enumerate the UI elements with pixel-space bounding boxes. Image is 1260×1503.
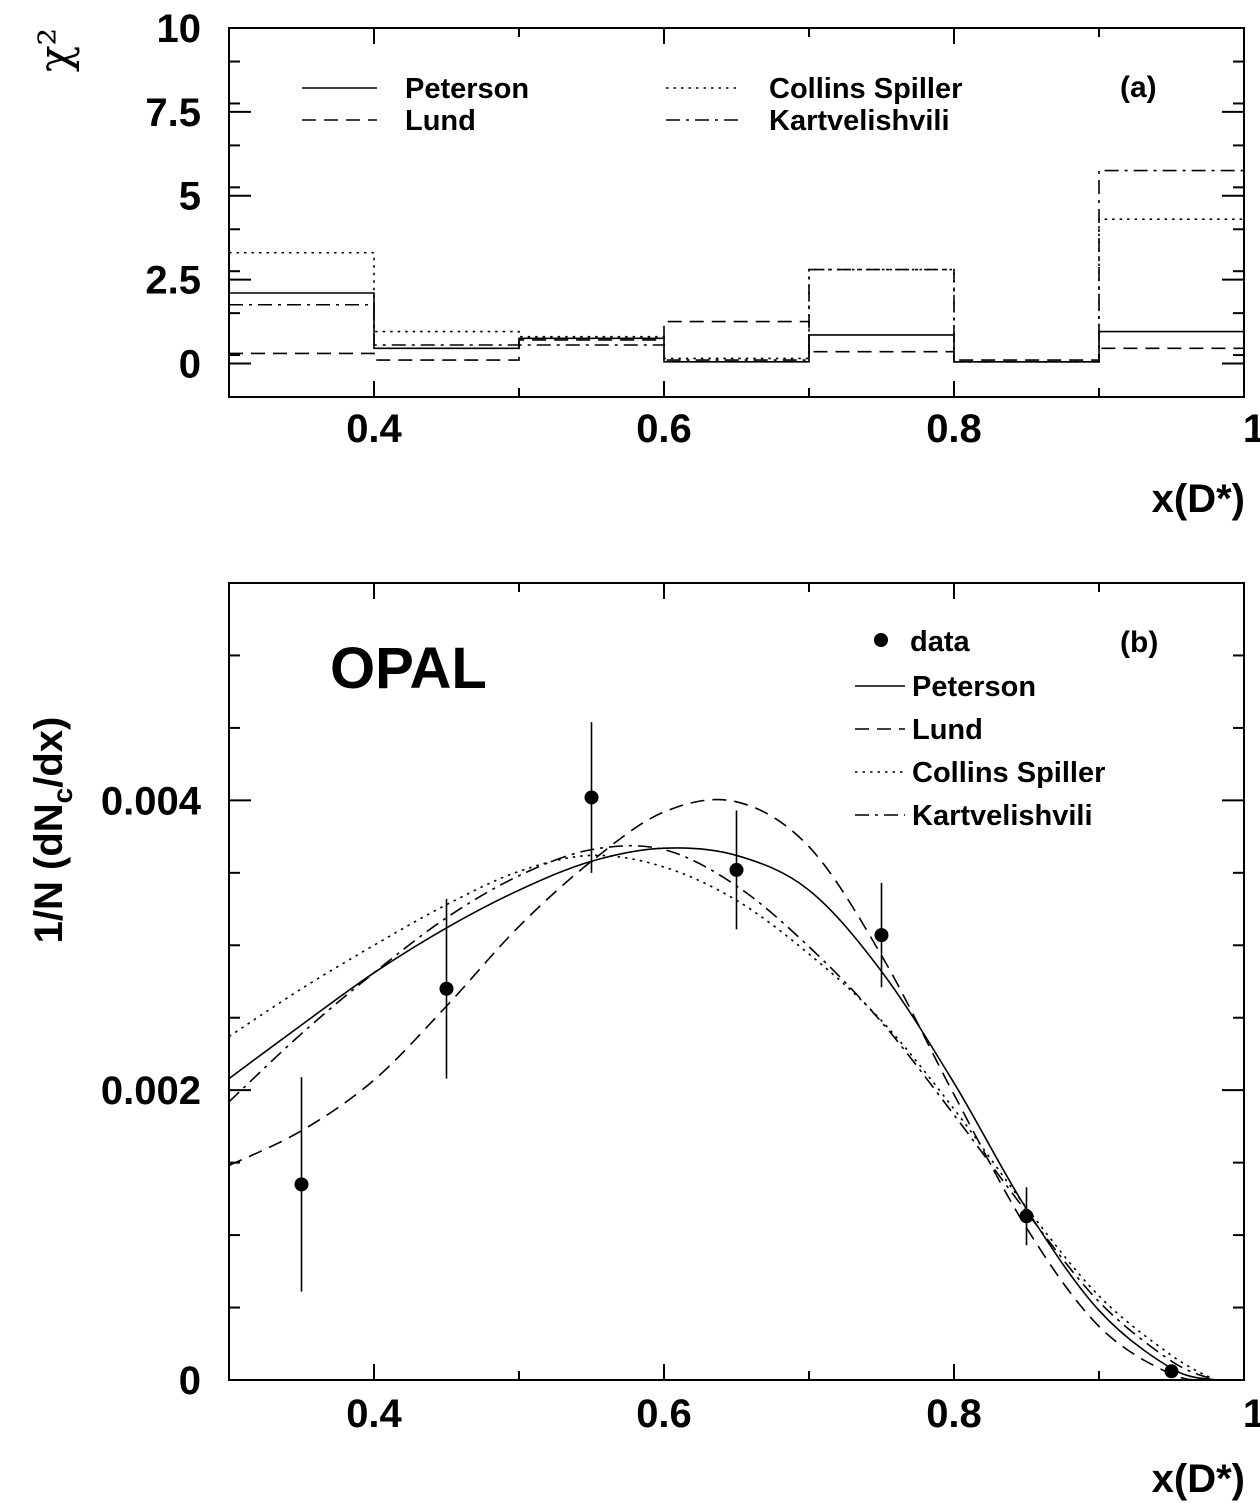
legend-a-label-collins-spiller: Collins Spiller — [769, 73, 962, 105]
panel-a-y-tick-label: 2.5 — [145, 259, 201, 303]
data-point — [1164, 1364, 1179, 1379]
data-point — [584, 790, 599, 805]
chi2-step-kartvelishvili — [229, 169, 1244, 363]
panel-a-y-tick-label: 0 — [179, 342, 201, 386]
y-title-tail: /dx) — [27, 717, 71, 788]
panel-a-x-tick-label: 0.6 — [636, 407, 692, 451]
panel-b-y-ticks: 0 0.002 0.004 — [101, 582, 1244, 1403]
chi2-step-peterson — [229, 292, 1244, 363]
panel-a-y-tick-label: 5 — [179, 175, 201, 219]
curve-kartvelishvili — [228, 844, 1216, 1381]
data-point — [874, 928, 889, 943]
fragmentation-panel: 0.4 0.6 0.8 1 0 0.002 0.004 data Peterson Lund C… — [27, 582, 1260, 1501]
y-title-subscript: c — [47, 788, 78, 804]
data-point — [439, 981, 454, 996]
panel-b-x-axis-title: x(D*) — [1152, 1457, 1245, 1501]
panel-b-legend: data Peterson Lund Collins Spiller Kartvelis… — [855, 626, 1105, 832]
legend-b-label-lund: Lund — [912, 714, 983, 746]
panel-a-y-axis-title-text: χ² — [30, 28, 81, 72]
panel-a-x-tick-label: 0.4 — [346, 407, 402, 451]
data-point — [1019, 1209, 1034, 1224]
panel-b-y-tick-label: 0 — [179, 1359, 201, 1403]
panel-a-y-tick-label: 10 — [157, 7, 202, 51]
panel-b-x-tick-label: 0.8 — [926, 1392, 982, 1436]
panel-b-model-curves — [228, 798, 1216, 1381]
panel-b-y-tick-label: 0.002 — [101, 1069, 201, 1113]
y-title-main: 1/N (dN — [27, 803, 71, 943]
legend-b-label-data: data — [910, 626, 971, 658]
panel-b-x-tick-label: 1 — [1243, 1392, 1260, 1436]
legend-b-label-kartvelishvili: Kartvelishvili — [912, 800, 1093, 832]
legend-b-label-peterson: Peterson — [912, 671, 1036, 703]
legend-a-label-peterson: Peterson — [405, 73, 529, 105]
chi2-step-lund — [229, 320, 1244, 361]
panel-a-x-tick-label: 1 — [1243, 407, 1260, 451]
panel-b-x-tick-label: 0.6 — [636, 1392, 692, 1436]
panel-a-frame — [228, 27, 1245, 398]
panel-a-y-ticks: 0 2.5 5 7.5 10 — [145, 7, 1244, 398]
panel-b-y-axis-title: 1/N (dNc/dx) — [27, 717, 78, 944]
panel-b-label: (b) — [1120, 626, 1158, 659]
panel-a-step-series — [229, 169, 1244, 363]
panel-b-frame — [228, 582, 1245, 1381]
legend-b-label-collins-spiller: Collins Spiller — [912, 757, 1105, 789]
panel-b-y-axis-title-text: 1/N (dNc/dx) — [27, 717, 78, 944]
legend-a-label-kartvelishvili: Kartvelishvili — [769, 105, 950, 137]
panel-a-y-tick-label: 7.5 — [145, 91, 201, 135]
legend-a-label-lund: Lund — [405, 105, 476, 137]
curve-peterson — [228, 847, 1216, 1381]
panel-a-x-ticks: 0.4 0.6 0.8 1 — [228, 28, 1260, 451]
panel-b-x-ticks: 0.4 0.6 0.8 1 — [228, 583, 1260, 1436]
legend-b-swatch-data — [874, 633, 888, 647]
panel-a-x-axis-title: x(D*) — [1152, 477, 1245, 521]
panel-a-y-axis-title: χ² — [30, 28, 81, 72]
opal-annotation: OPAL — [330, 636, 487, 701]
curve-lund — [228, 798, 1216, 1381]
curve-collins-spiller — [228, 854, 1216, 1381]
data-point — [729, 862, 744, 877]
panel-a-label: (a) — [1120, 71, 1157, 104]
panel-b-data-points — [294, 722, 1179, 1379]
panel-b-x-tick-label: 0.4 — [346, 1392, 402, 1436]
data-point — [294, 1177, 309, 1192]
chi2-step-collins-spiller — [229, 218, 1244, 363]
panel-b-y-tick-label: 0.004 — [101, 779, 202, 823]
panel-a-x-tick-label: 0.8 — [926, 407, 982, 451]
